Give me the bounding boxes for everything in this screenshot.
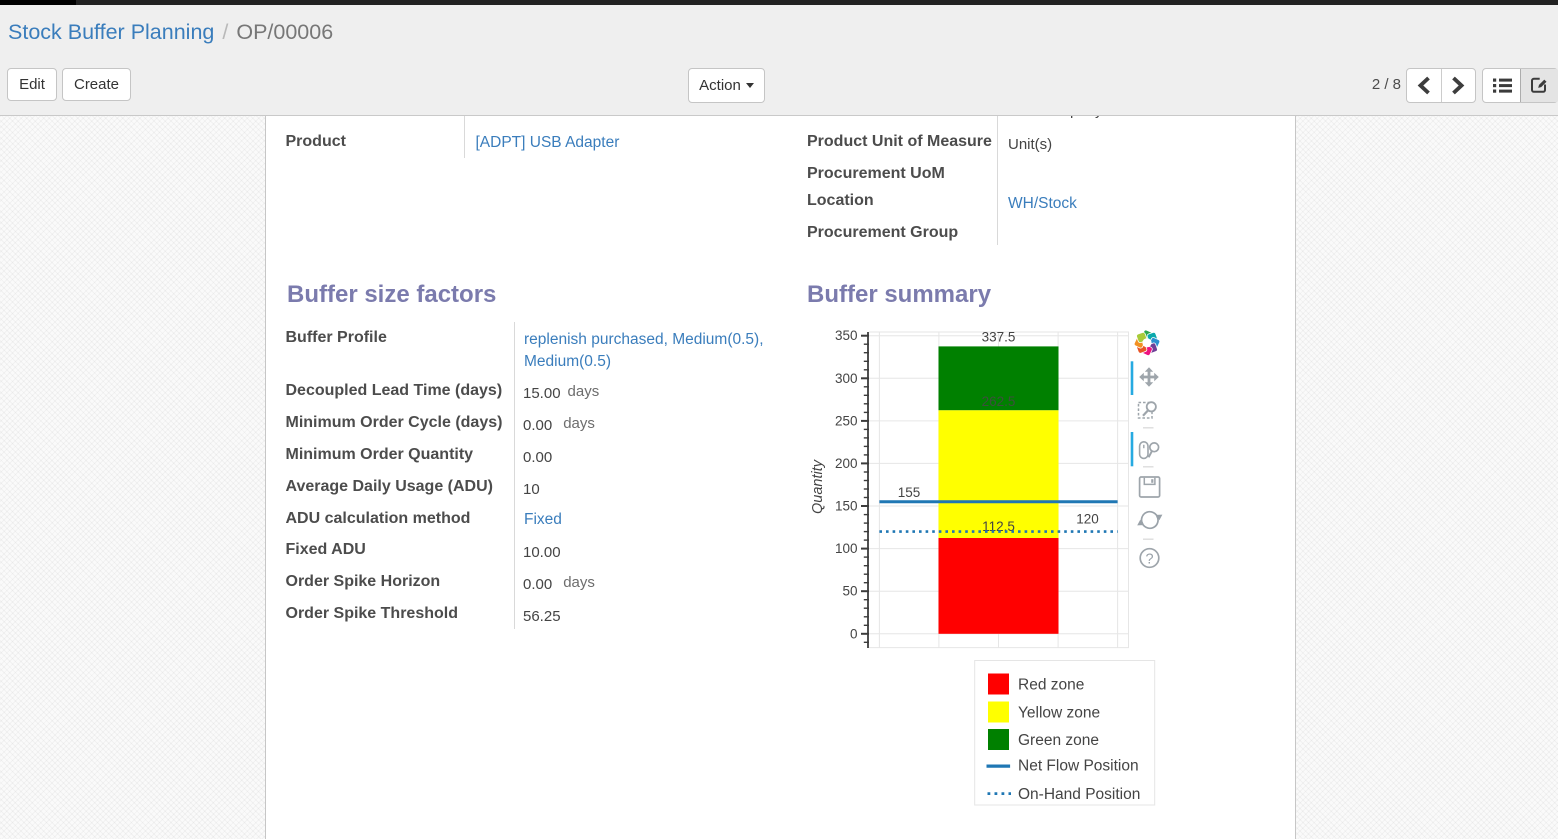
svg-text:120: 120 — [1076, 512, 1099, 527]
svg-text:155: 155 — [898, 485, 921, 500]
svg-text:?: ? — [1145, 552, 1153, 568]
svg-text:350: 350 — [835, 328, 858, 343]
svg-text:Yellow zone: Yellow zone — [1018, 704, 1100, 721]
svg-text:200: 200 — [835, 456, 858, 471]
svg-text:262.5: 262.5 — [982, 394, 1016, 409]
svg-text:300: 300 — [835, 371, 858, 386]
svg-text:250: 250 — [835, 413, 858, 428]
svg-text:Quantity: Quantity — [810, 459, 826, 514]
svg-text:50: 50 — [842, 584, 857, 599]
svg-text:Net Flow Position: Net Flow Position — [1018, 758, 1139, 775]
svg-text:Green zone: Green zone — [1018, 732, 1099, 749]
svg-text:0: 0 — [850, 626, 858, 641]
svg-text:112.5: 112.5 — [982, 519, 1015, 534]
svg-text:On-Hand Position: On-Hand Position — [1018, 786, 1140, 803]
svg-text:Red zone: Red zone — [1018, 676, 1084, 693]
svg-text:337.5: 337.5 — [982, 329, 1016, 344]
svg-text:150: 150 — [835, 499, 858, 514]
svg-text:100: 100 — [835, 541, 858, 556]
